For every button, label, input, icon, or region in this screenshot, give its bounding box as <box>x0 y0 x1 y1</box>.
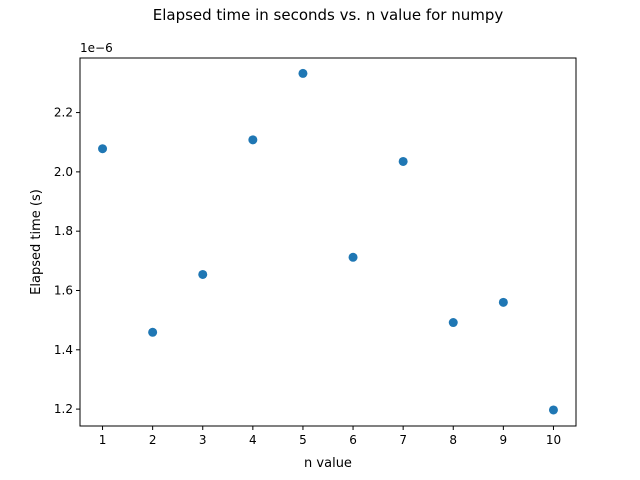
data-point <box>198 269 208 279</box>
data-point <box>548 405 558 415</box>
data-point <box>348 252 358 262</box>
y-tick-label: 1.8 <box>54 224 73 238</box>
axes: 1 2 3 4 5 6 7 8 9 10 1.2 1.4 1.6 1.8 2.0 2.2 <box>54 106 561 447</box>
data-point <box>298 68 308 78</box>
data-point <box>398 156 408 166</box>
data-point <box>148 327 158 337</box>
chart-title: Elapsed time in seconds vs. n value for … <box>153 6 504 24</box>
data-points <box>98 68 558 415</box>
x-axis-label: n value <box>304 456 352 471</box>
x-tick-label: 9 <box>500 433 508 447</box>
data-point <box>498 297 508 307</box>
data-point <box>448 318 458 328</box>
y-tick-label: 2.2 <box>54 106 73 120</box>
y-tick-label: 1.4 <box>54 343 73 357</box>
data-point <box>248 135 258 145</box>
x-tick-label: 10 <box>546 433 561 447</box>
x-tick-label: 2 <box>149 433 157 447</box>
x-tick-label: 6 <box>349 433 357 447</box>
y-offset-label: 1e−6 <box>80 41 113 55</box>
x-tick-label: 8 <box>449 433 457 447</box>
data-point <box>98 144 108 154</box>
x-tick-label: 7 <box>399 433 407 447</box>
y-tick-label: 2.0 <box>54 165 73 179</box>
y-axis-label: Elapsed time (s) <box>29 189 44 295</box>
y-tick-label: 1.2 <box>54 402 73 416</box>
plot-frame <box>79 57 577 427</box>
x-tick-label: 3 <box>199 433 207 447</box>
x-tick-label: 4 <box>249 433 257 447</box>
x-tick-label: 1 <box>99 433 107 447</box>
y-tick-label: 1.6 <box>54 283 73 297</box>
x-tick-label: 5 <box>299 433 307 447</box>
